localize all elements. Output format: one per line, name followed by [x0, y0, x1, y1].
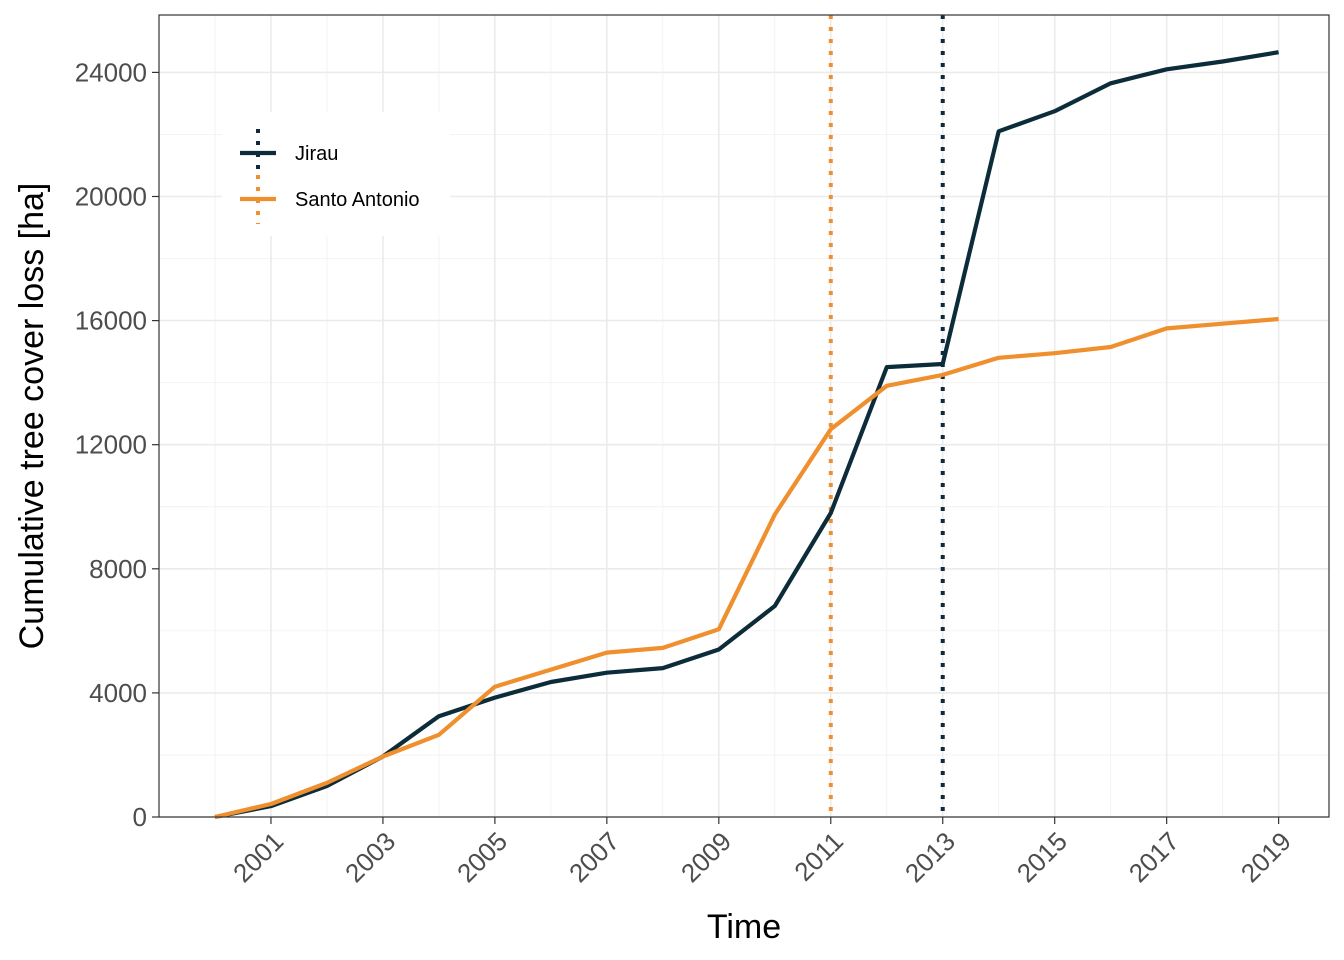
y-tick-label: 20000	[75, 181, 147, 211]
x-tick-label: 2009	[675, 826, 737, 888]
y-tick-label: 24000	[75, 57, 147, 87]
y-axis: 0 4000 8000 12000 16000 20000 24000	[75, 57, 159, 832]
x-tick-label: 2005	[451, 826, 513, 888]
x-tick-label: 2013	[899, 826, 961, 888]
series-lines	[214, 50, 1279, 820]
x-tick-label: 2011	[788, 826, 849, 887]
x-tick-label: 2017	[1123, 826, 1185, 888]
x-tick-label: 2007	[563, 826, 625, 888]
series-line-jirau	[214, 50, 1279, 820]
plot-panel-border	[158, 14, 1330, 818]
legend: Jirau Santo Antonio	[222, 112, 450, 236]
x-axis: 2001 2003 2005 2007 2009 2011 2013 2015 2017 2019	[227, 817, 1297, 888]
legend-label-santo-antonio: Santo Antonio	[295, 189, 420, 211]
legend-label-jirau: Jirau	[295, 143, 338, 165]
y-tick-label: 8000	[89, 554, 147, 584]
y-tick-label: 4000	[89, 678, 147, 708]
x-tick-label: 2001	[227, 826, 289, 888]
reference-lines	[828, 15, 945, 817]
x-tick-label: 2003	[339, 826, 401, 888]
y-tick-label: 12000	[75, 430, 147, 460]
y-tick-label: 16000	[75, 306, 147, 336]
y-tick-label: 0	[133, 802, 147, 832]
x-tick-label: 2019	[1235, 826, 1297, 888]
series-line-santo-antonio	[214, 316, 1279, 820]
y-axis-title: Cumulative tree cover loss [ha]	[13, 183, 51, 650]
x-axis-title: Time	[707, 908, 781, 946]
x-tick-label: 2015	[1011, 826, 1073, 888]
